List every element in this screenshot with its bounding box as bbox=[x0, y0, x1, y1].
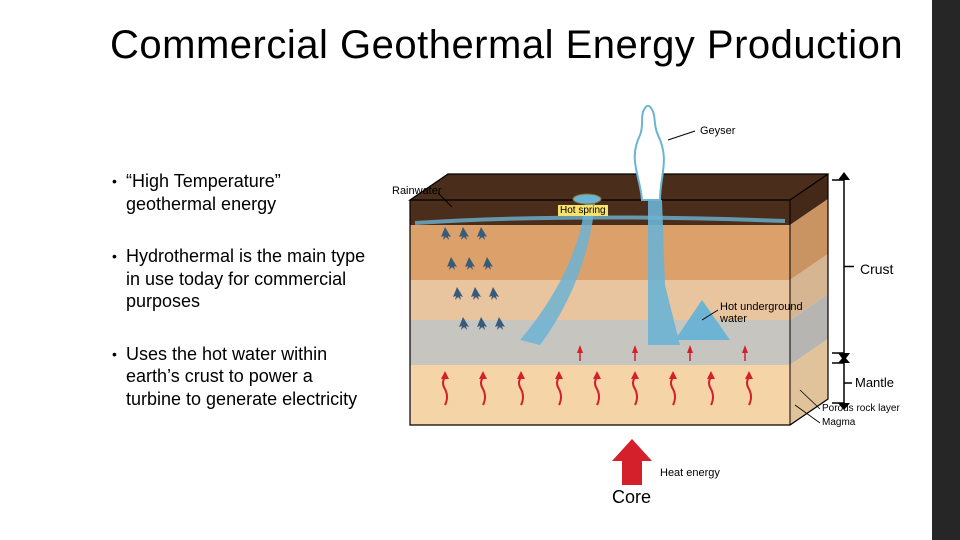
label-mantle: Mantle bbox=[855, 375, 894, 390]
bullet-marker: • bbox=[112, 245, 126, 313]
label-rainwater: Rainwater bbox=[392, 185, 442, 197]
label-crust: Crust bbox=[860, 261, 893, 277]
bullet-marker: • bbox=[112, 343, 126, 411]
bullet-item: • Uses the hot water within earth’s crus… bbox=[112, 343, 372, 411]
bullet-marker: • bbox=[112, 170, 126, 215]
label-hotspring: Hot spring bbox=[558, 205, 608, 216]
bullet-item: • Hydrothermal is the main type in use t… bbox=[112, 245, 372, 313]
label-core: Core bbox=[612, 487, 651, 508]
label-heatenergy: Heat energy bbox=[660, 467, 720, 479]
label-geyser: Geyser bbox=[700, 125, 735, 137]
bullet-text: “High Temperature” geothermal energy bbox=[126, 170, 372, 215]
bullet-list: • “High Temperature” geothermal energy •… bbox=[112, 170, 372, 440]
bullet-item: • “High Temperature” geothermal energy bbox=[112, 170, 372, 215]
label-magma: Magma bbox=[822, 417, 855, 428]
accent-sidebar bbox=[932, 0, 960, 540]
geothermal-diagram: Rainwater Geyser Hot spring Hot undergro… bbox=[390, 105, 920, 525]
diagram-svg bbox=[390, 105, 920, 525]
label-hotwater: Hot undergroundwater bbox=[720, 301, 803, 325]
label-porous: Porous rock layer bbox=[822, 403, 900, 414]
bullet-text: Uses the hot water within earth’s crust … bbox=[126, 343, 372, 411]
bullet-text: Hydrothermal is the main type in use tod… bbox=[126, 245, 372, 313]
slide-title: Commercial Geothermal Energy Production bbox=[110, 22, 903, 68]
